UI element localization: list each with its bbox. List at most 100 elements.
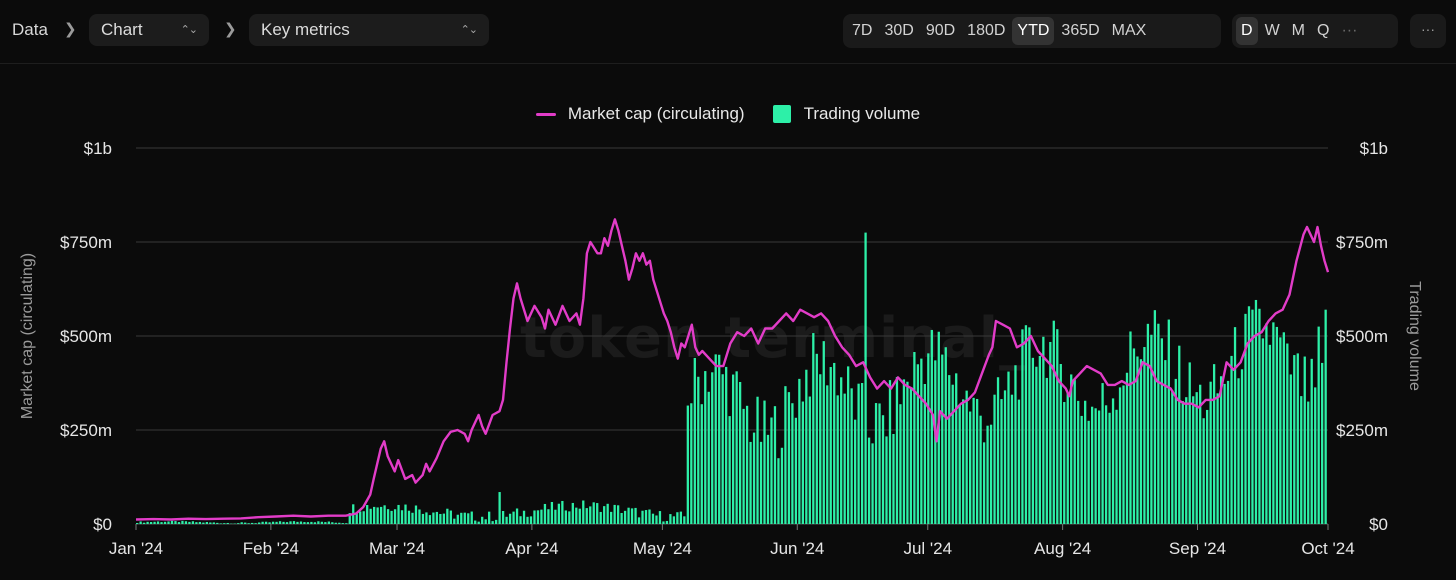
range-max[interactable]: MAX: [1111, 22, 1147, 39]
volume-bar: [826, 385, 829, 524]
volume-bar: [860, 383, 864, 524]
volume-bar: [1118, 387, 1122, 524]
volume-bar: [1282, 332, 1285, 524]
volume-bar: [1031, 357, 1035, 524]
volume-bar: [1289, 374, 1292, 524]
gran-w[interactable]: W: [1264, 22, 1280, 39]
volume-bar: [533, 510, 536, 524]
volume-bar: [613, 504, 616, 524]
volume-bar: [1310, 358, 1313, 524]
more-options-button[interactable]: ···: [1410, 14, 1446, 48]
gran-d[interactable]: D: [1236, 17, 1258, 45]
volume-bar: [202, 522, 205, 524]
volume-bar: [1000, 399, 1003, 524]
range-30d[interactable]: 30D: [884, 22, 914, 39]
volume-bar: [156, 521, 160, 524]
volume-bar: [498, 492, 501, 524]
volume-bar: [745, 405, 749, 524]
volume-bar: [630, 508, 634, 524]
volume-bar: [251, 522, 254, 524]
volume-bar: [798, 378, 801, 524]
volume-bar: [414, 505, 418, 524]
volume-bar: [941, 354, 944, 524]
volume-bar: [1125, 372, 1129, 524]
volume-bar: [603, 506, 606, 524]
volume-bar: [383, 505, 386, 524]
volume-bar: [606, 503, 609, 524]
volume-bar: [226, 522, 229, 524]
range-180d[interactable]: 180D: [967, 22, 1006, 39]
volume-bar: [1042, 336, 1045, 524]
x-tick-label: Oct '24: [1301, 539, 1354, 558]
range-7d[interactable]: 7D: [852, 22, 873, 39]
legend-item-market-cap[interactable]: Market cap (circulating): [535, 104, 745, 124]
legend-item-trading-volume[interactable]: Trading volume: [772, 104, 920, 124]
volume-bar: [195, 522, 198, 524]
volume-bar: [264, 521, 268, 524]
volume-bar: [282, 521, 285, 524]
volume-bar: [1003, 390, 1007, 524]
volume-bar: [1303, 356, 1306, 524]
volume-bar: [913, 352, 916, 524]
volume-bar: [181, 520, 184, 524]
volume-bar: [874, 403, 878, 524]
volume-bar: [508, 513, 512, 524]
chart-select[interactable]: Chart ⌃⌄: [89, 14, 209, 46]
volume-bar: [773, 406, 777, 524]
metric-select[interactable]: Key metrics ⌃⌄: [249, 14, 489, 46]
volume-bar: [1247, 306, 1251, 524]
volume-bar: [470, 511, 473, 524]
volume-bar: [1244, 313, 1247, 524]
volume-bar: [895, 376, 899, 524]
volume-bar: [665, 520, 669, 524]
gran-q[interactable]: Q: [1317, 22, 1330, 39]
volume-bar: [376, 507, 379, 524]
y-left-tick-label: $1b: [84, 139, 112, 158]
range-ytd[interactable]: YTD: [1012, 17, 1055, 45]
volume-bar: [1090, 406, 1094, 524]
volume-bar: [425, 512, 428, 524]
volume-bar: [275, 521, 278, 524]
volume-bar: [379, 506, 383, 524]
range-365d[interactable]: 365D: [1061, 22, 1100, 39]
volume-bar: [725, 366, 728, 524]
volume-bar: [1279, 337, 1282, 524]
breadcrumb-root[interactable]: Data: [12, 20, 48, 39]
volume-bar: [704, 371, 707, 524]
volume-bar: [853, 419, 857, 524]
volume-bar: [951, 384, 954, 524]
volume-bar: [146, 521, 149, 524]
volume-bar: [139, 521, 142, 524]
x-tick-label: Mar '24: [369, 539, 425, 558]
volume-bar: [1321, 362, 1324, 524]
volume-bar: [1219, 376, 1223, 524]
volume-bar: [1115, 409, 1118, 524]
volume-bar: [428, 515, 432, 524]
volume-bar: [784, 386, 787, 524]
left-axis-title: Market cap (circulating): [19, 253, 36, 419]
volume-bar: [596, 503, 599, 524]
volume-bar: [184, 521, 188, 524]
gran-m[interactable]: M: [1291, 22, 1305, 39]
volume-bar: [1296, 353, 1299, 524]
volume-bar: [522, 510, 526, 524]
y-left-tick-label: $750m: [60, 233, 112, 252]
granularity-more[interactable]: ···: [1341, 22, 1358, 39]
volume-bar: [906, 381, 909, 524]
volume-bar: [446, 508, 449, 524]
y-right-tick-label: $750m: [1336, 233, 1388, 252]
range-90d[interactable]: 90D: [925, 22, 956, 39]
volume-bar: [958, 404, 961, 524]
metric-select-label: Key metrics: [261, 20, 350, 39]
volume-bar: [732, 374, 735, 524]
volume-bar: [481, 516, 484, 524]
volume-bar: [561, 500, 564, 524]
volume-bar: [843, 393, 846, 524]
volume-bar: [174, 521, 177, 524]
volume-bar: [1317, 326, 1320, 524]
volume-bar: [728, 416, 731, 524]
volume-bar: [864, 232, 867, 524]
volume-bar: [257, 522, 261, 524]
volume-bar: [463, 512, 466, 524]
